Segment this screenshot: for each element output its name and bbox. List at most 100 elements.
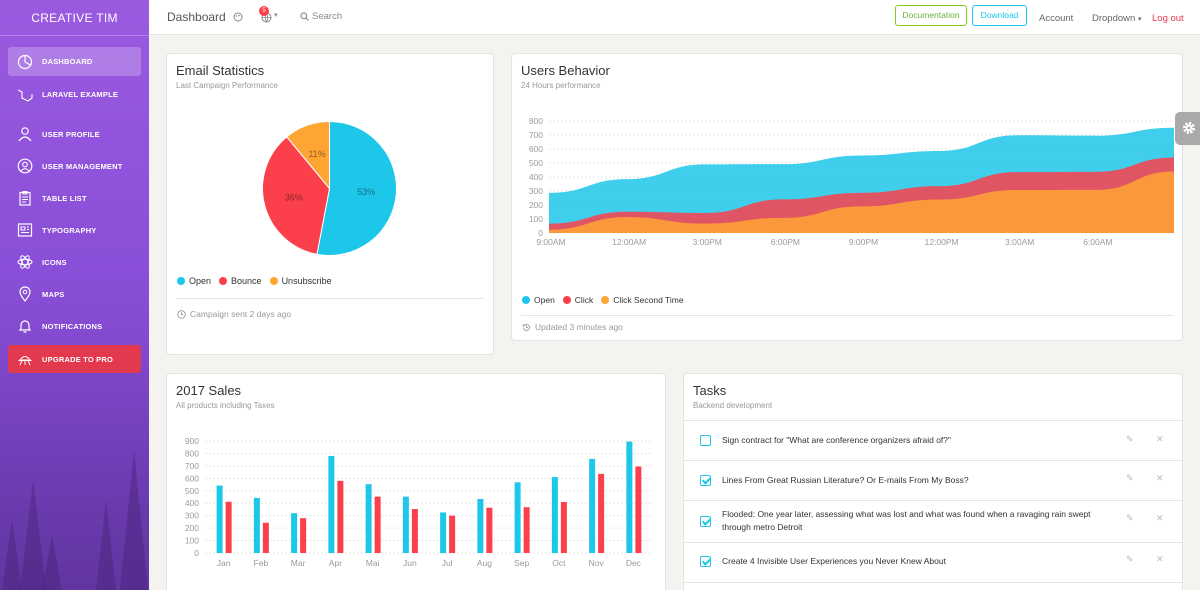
close-icon[interactable]: ✕ bbox=[1156, 554, 1164, 564]
brand-logo[interactable]: CREATIVE TIM bbox=[0, 0, 149, 36]
close-icon[interactable]: ✕ bbox=[1156, 434, 1164, 444]
task-checkbox[interactable] bbox=[700, 435, 711, 446]
card-title: 2017 Sales bbox=[176, 383, 242, 398]
search-icon[interactable] bbox=[300, 12, 309, 21]
x-tick-label: 12:00AM bbox=[612, 237, 646, 247]
task-checkbox[interactable] bbox=[700, 516, 711, 527]
y-tick-label: 900 bbox=[185, 436, 199, 446]
sidebar-item-user-management[interactable]: USER MANAGEMENT bbox=[8, 150, 141, 182]
task-checkbox[interactable] bbox=[700, 556, 711, 567]
bar bbox=[440, 512, 447, 553]
edit-icon[interactable]: ✎ bbox=[1126, 513, 1134, 523]
x-tick-label: Mai bbox=[366, 558, 380, 568]
close-icon[interactable]: ✕ bbox=[1156, 513, 1164, 523]
sidebar-item-label: USER MANAGEMENT bbox=[42, 161, 123, 171]
x-tick-label: Dec bbox=[626, 558, 642, 568]
x-tick-label: Nov bbox=[589, 558, 605, 568]
bar bbox=[626, 441, 633, 553]
sidebar: CREATIVE TIM DASHBOARD LARAVEL EXAMPLE U… bbox=[0, 0, 149, 590]
y-tick-label: 600 bbox=[529, 144, 543, 154]
legend-label: Bounce bbox=[231, 276, 262, 286]
user-circle-icon bbox=[17, 158, 33, 174]
email-statistics-card: Email Statistics Last Campaign Performan… bbox=[166, 53, 494, 355]
bar bbox=[486, 507, 493, 553]
sidebar-item-maps[interactable]: MAPS bbox=[8, 278, 141, 310]
documentation-button[interactable]: Documentation bbox=[895, 5, 967, 26]
sidebar-item-dashboard[interactable]: DASHBOARD bbox=[8, 47, 141, 76]
settings-panel-toggle[interactable] bbox=[1175, 112, 1200, 145]
pie-slice-label: 36% bbox=[285, 193, 303, 203]
bar bbox=[589, 458, 596, 553]
sidebar-item-user-profile[interactable]: USER PROFILE bbox=[8, 118, 141, 150]
edit-icon[interactable]: ✎ bbox=[1126, 554, 1134, 564]
laravel-icon bbox=[17, 89, 33, 102]
sidebar-item-label: NOTIFICATIONS bbox=[42, 321, 103, 331]
download-button[interactable]: Download bbox=[972, 5, 1027, 26]
clipboard-icon bbox=[19, 191, 31, 206]
y-tick-label: 800 bbox=[529, 116, 543, 126]
task-row: Create 4 Invisible User Experiences you … bbox=[684, 542, 1182, 582]
legend-item-open: Open bbox=[522, 295, 555, 305]
sidebar-item-label: LARAVEL EXAMPLE bbox=[42, 89, 119, 99]
palette-icon[interactable] bbox=[233, 12, 243, 22]
y-tick-label: 400 bbox=[185, 498, 199, 508]
edit-icon[interactable]: ✎ bbox=[1126, 473, 1134, 483]
map-pin-icon bbox=[19, 286, 31, 302]
x-tick-label: 9:00AM bbox=[536, 237, 565, 247]
sidebar-item-label: DASHBOARD bbox=[42, 57, 93, 66]
x-tick-label: Mar bbox=[291, 558, 306, 568]
legend-label: Click bbox=[574, 295, 594, 305]
clock-icon bbox=[177, 309, 186, 319]
bar bbox=[514, 482, 521, 553]
account-link[interactable]: Account bbox=[1039, 13, 1074, 24]
legend-item-bounce: Bounce bbox=[219, 276, 262, 286]
user-icon bbox=[18, 127, 32, 142]
legend-label: Open bbox=[534, 295, 555, 305]
x-tick-label: Jan bbox=[217, 558, 231, 568]
chevron-down-icon: ▾ bbox=[274, 12, 278, 19]
logout-link[interactable]: Log out bbox=[1152, 13, 1184, 24]
pie-slice-bounce bbox=[262, 136, 331, 255]
task-row bbox=[684, 582, 1182, 590]
sidebar-item-typography[interactable]: TYPOGRAPHY bbox=[8, 214, 141, 246]
legend-item-click-second-time: Click Second Time bbox=[601, 295, 684, 305]
sidebar-item-label: UPGRADE TO PRO bbox=[42, 354, 114, 364]
y-tick-label: 0 bbox=[538, 228, 543, 238]
upgrade-to-pro-button[interactable]: UPGRADE TO PRO bbox=[8, 345, 141, 373]
task-checkbox[interactable] bbox=[700, 475, 711, 486]
email-statistics-pie-chart: 53% 36% 11% bbox=[262, 120, 397, 256]
task-text: Lines From Great Russian Literature? Or … bbox=[722, 475, 969, 485]
chart-pie-icon bbox=[17, 54, 33, 69]
sidebar-item-icons[interactable]: ICONS bbox=[8, 246, 141, 278]
legend-label: Unsubscribe bbox=[281, 276, 332, 286]
legend-label: Open bbox=[189, 276, 212, 286]
task-text: Sign contract for "What are conference o… bbox=[722, 435, 952, 445]
y-tick-label: 800 bbox=[185, 448, 199, 458]
footer-text: Campaign sent 2 days ago bbox=[190, 309, 292, 319]
bar bbox=[598, 473, 605, 553]
alien-icon bbox=[18, 355, 32, 366]
x-tick-label: Jun bbox=[403, 558, 417, 568]
legend-item-click: Click bbox=[562, 295, 594, 305]
search-input[interactable]: Search bbox=[312, 11, 343, 22]
x-tick-label: 3:00PM bbox=[693, 237, 722, 247]
close-icon[interactable]: ✕ bbox=[1156, 473, 1164, 483]
x-tick-label: Sep bbox=[514, 558, 529, 568]
x-tick-label: 6:00PM bbox=[771, 237, 800, 247]
sidebar-item-laravel-example[interactable]: LARAVEL EXAMPLE bbox=[8, 78, 141, 110]
task-text: Create 4 Invisible User Experiences you … bbox=[722, 556, 946, 566]
sidebar-item-label: USER PROFILE bbox=[42, 129, 100, 139]
sales-bar-chart: 0 100 200 300 400 500 600 700 800 900 Jan Feb Mar Apr… bbox=[185, 436, 652, 568]
dropdown-menu[interactable]: Dropdown ▾ bbox=[1092, 13, 1141, 24]
edit-icon[interactable]: ✎ bbox=[1126, 434, 1134, 444]
sidebar-item-notifications[interactable]: NOTIFICATIONS bbox=[8, 310, 141, 342]
bar bbox=[374, 496, 381, 553]
task-row: Flooded: One year later, assessing what … bbox=[684, 500, 1182, 542]
y-tick-label: 100 bbox=[529, 214, 543, 224]
y-tick-label: 0 bbox=[194, 548, 199, 558]
sidebar-item-table-list[interactable]: TABLE LIST bbox=[8, 182, 141, 214]
task-text: Flooded: One year later, assessing what … bbox=[722, 509, 1091, 532]
legend-item-unsubscribe: Unsubscribe bbox=[269, 276, 332, 286]
bar bbox=[225, 501, 232, 553]
x-tick-label: Apr bbox=[329, 558, 342, 568]
